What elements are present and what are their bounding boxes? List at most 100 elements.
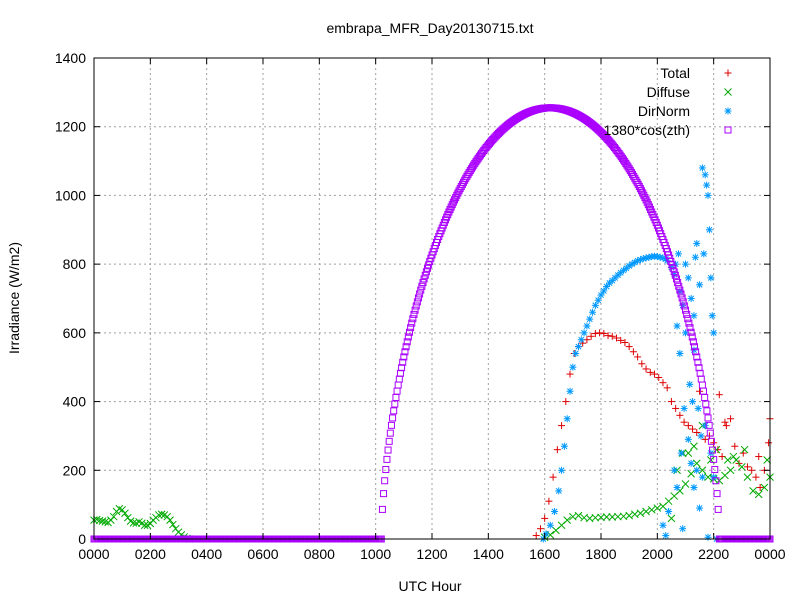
tick-layer: 0000 0200 0400 0600 0800 1000 1200 1400 1600 1800… [55,50,786,562]
data-point [678,294,686,302]
data-point [115,504,124,513]
data-point [754,490,763,499]
data-point [710,439,718,447]
data-point [636,509,645,518]
data-point [683,310,691,318]
data-point [679,298,687,306]
data-point [602,513,611,521]
data-point [696,387,704,395]
data-point [705,226,713,234]
data-point [644,201,652,209]
data-point [710,455,718,463]
data-point [726,466,735,475]
x-tick-label: 0800 [304,546,335,562]
data-point [653,504,662,512]
data-point [665,508,673,516]
data-point [95,516,104,525]
data-point [418,282,426,290]
data-point [404,333,412,341]
data-point [687,328,695,336]
data-point [693,353,701,361]
data-point [560,442,568,450]
data-point [446,206,454,214]
data-point [680,418,688,426]
data-point [712,477,720,485]
data-point [690,483,698,491]
data-point [421,271,429,279]
x-tick-label: 1200 [416,546,447,562]
data-point [454,189,462,197]
data-point [708,312,716,320]
data-point [691,253,699,261]
data-point [403,338,411,346]
data-point [642,365,650,373]
data-point [670,268,678,276]
data-point [400,353,408,361]
data-point [447,203,455,211]
data-point [756,483,764,491]
data-point [687,459,695,467]
data-point [604,332,612,340]
data-point [551,508,559,516]
data-point [402,343,410,351]
data-point [398,364,406,372]
data-point [583,322,591,330]
data-point [691,343,699,351]
data-point [393,387,401,395]
data-point [546,521,554,529]
data-point [407,324,415,332]
data-point [386,429,394,437]
data-point [682,260,689,268]
data-point [662,532,670,540]
data-point [629,348,637,356]
x-tick-label: 0000 [754,546,785,562]
data-point [729,452,738,461]
data-point [701,393,709,401]
data-point [697,432,705,440]
data-point [586,315,594,323]
data-point [646,368,654,376]
data-point [673,483,681,491]
data-point [542,530,550,538]
data-point [694,358,702,366]
x-tick-label: 1000 [360,546,391,562]
data-point [667,514,676,523]
data-point [645,203,653,211]
data-point [408,319,416,327]
data-point [677,290,685,298]
data-point [731,442,739,450]
data-point [755,453,763,461]
data-point [566,387,574,395]
x-tick-label: 0600 [247,546,278,562]
data-point [679,525,687,533]
data-point [713,490,721,498]
data-point [682,306,689,314]
data-point [752,473,760,481]
data-point [681,480,690,488]
data-point [709,446,717,454]
data-point [574,511,583,520]
data-point [589,308,597,316]
data-point [384,446,392,454]
data-point [381,477,389,485]
data-point [696,281,704,289]
data-point [621,338,629,346]
data-point [671,271,679,279]
data-point [562,398,570,406]
data-point [391,400,399,408]
data-point [643,198,651,206]
data-point [419,279,427,287]
data-point [698,473,706,481]
data-point [416,290,424,298]
data-point [549,473,557,481]
data-point [636,185,644,193]
data-point [711,466,719,474]
legend-marker [724,69,732,77]
data-point [696,504,704,512]
data-point [760,483,769,492]
data-point [715,391,723,399]
data-point [740,445,749,454]
data-point [651,370,659,378]
data-point [749,487,757,495]
